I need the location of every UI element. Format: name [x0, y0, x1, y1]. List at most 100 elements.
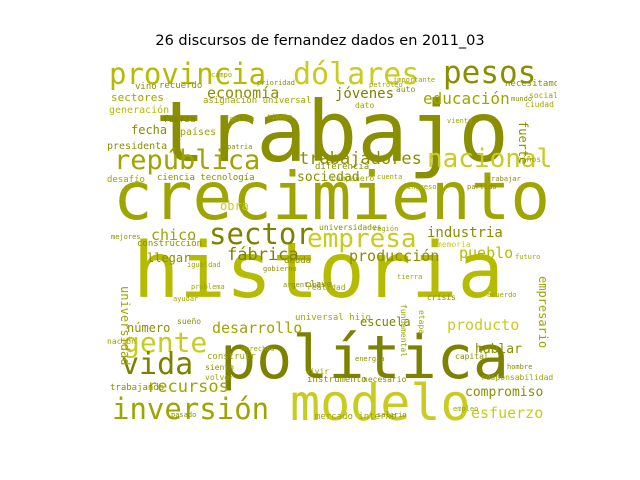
- word-59: importante: [393, 76, 436, 84]
- word-21: fábrica: [227, 245, 299, 265]
- word-87: problema: [191, 283, 225, 291]
- word-62: ciudad: [525, 100, 554, 109]
- word-97: mundo: [511, 95, 533, 103]
- word-39: sectores: [111, 91, 164, 104]
- word-25: producto: [447, 316, 520, 334]
- word-93: pasado: [171, 411, 197, 419]
- word-107: igualdad: [187, 261, 221, 269]
- word-83: vivir: [305, 367, 330, 376]
- word-41: países: [180, 127, 217, 138]
- word-95: energía: [355, 355, 385, 363]
- word-67: volver: [205, 373, 234, 382]
- word-94: derechos: [241, 345, 275, 353]
- word-103: acuerdo: [487, 291, 517, 299]
- word-11: sector: [209, 217, 314, 251]
- word-32: llegar: [147, 251, 191, 265]
- word-51: universal hijo: [295, 313, 371, 323]
- word-6: provincia: [109, 57, 267, 91]
- word-74: responsabilidad: [481, 373, 554, 382]
- word-89: futuro: [515, 253, 541, 261]
- word-100: salario: [377, 411, 407, 419]
- word-4: política: [220, 323, 509, 393]
- word-92: región: [373, 225, 399, 233]
- word-55: diferencia: [315, 162, 370, 172]
- page-title: 26 discursos de fernandez dados en 2011_…: [155, 33, 485, 49]
- word-2: crecimiento: [113, 158, 551, 235]
- word-71: realidad: [307, 283, 346, 292]
- word-16: trabajadores: [299, 149, 422, 169]
- word-78: nación: [107, 337, 136, 346]
- word-73: capital: [455, 352, 489, 361]
- word-43: asignación universal: [203, 96, 312, 106]
- word-101: familia: [225, 115, 255, 123]
- word-69: crisis: [427, 293, 456, 302]
- word-5: modelo: [290, 374, 471, 432]
- word-65: social: [529, 91, 557, 100]
- word-72: fundamental: [399, 304, 408, 357]
- word-27: recursos: [147, 377, 229, 397]
- word-37: número: [127, 321, 171, 335]
- word-45: generación: [109, 105, 170, 116]
- word-18: economía: [207, 84, 280, 102]
- word-105: petróleo: [369, 81, 403, 89]
- word-66: niños: [517, 155, 542, 164]
- word-15: vida: [121, 347, 194, 382]
- word-104: prioridad: [257, 79, 295, 87]
- word-9: república: [114, 145, 261, 176]
- word-53: instrumento: [307, 375, 367, 385]
- word-12: empresa: [307, 224, 417, 254]
- word-63: dato: [355, 101, 375, 110]
- word-82: hombre: [507, 363, 533, 371]
- word-3: historia: [133, 227, 504, 316]
- word-29: sociedad: [297, 170, 360, 185]
- word-46: fuerza: [163, 115, 196, 125]
- word-68: compañero: [331, 174, 375, 183]
- word-22: producción: [349, 247, 440, 265]
- word-54: necesitamos: [505, 79, 557, 89]
- word-49: deuda: [284, 256, 312, 266]
- word-60: recuerdo: [159, 81, 203, 91]
- word-81: siento: [205, 363, 234, 372]
- word-28: esfuerzo: [471, 404, 544, 422]
- word-10: nacional: [427, 144, 553, 174]
- word-19: jóvenes: [335, 86, 395, 102]
- word-52: mercado interno: [315, 412, 397, 422]
- word-48: construcción: [137, 239, 203, 249]
- word-56: universidades: [319, 223, 382, 232]
- word-42: ciencia tecnología: [157, 173, 255, 183]
- word-35: hablar: [475, 342, 522, 357]
- word-17: educación: [423, 89, 510, 108]
- word-96: ayudar: [173, 295, 199, 303]
- word-106: patria: [227, 143, 253, 151]
- word-80: partido: [467, 183, 497, 191]
- word-88: gobierno: [263, 265, 297, 273]
- word-31: obra: [220, 199, 249, 213]
- word-98: tiempo: [267, 113, 293, 121]
- word-102: argentinos: [283, 281, 326, 289]
- word-99: empleo: [453, 405, 479, 413]
- word-91: campo: [211, 71, 233, 79]
- word-20: industria: [427, 225, 503, 241]
- word-26: compromiso: [465, 385, 544, 400]
- word-8: pesos: [443, 56, 537, 91]
- word-76: construir: [207, 352, 256, 362]
- word-24: desarrollo: [212, 319, 303, 337]
- word-90: trabajar: [487, 175, 521, 183]
- word-cloud: trabajo crecimiento historia política modelo…: [107, 56, 557, 432]
- word-14: gente: [123, 326, 208, 359]
- word-7: dólares: [293, 57, 420, 92]
- word-108: ingreso: [407, 183, 437, 191]
- word-86: cuenta: [377, 173, 403, 181]
- word-85: mejores: [111, 233, 141, 241]
- word-1: trabajo: [155, 83, 510, 181]
- word-58: trabajando: [110, 383, 165, 393]
- word-13: inversión: [112, 392, 270, 426]
- word-57: memoria: [437, 240, 471, 249]
- word-61: vino: [135, 82, 157, 92]
- word-34: empresario: [536, 276, 550, 349]
- word-23: pueblo: [459, 244, 514, 262]
- word-77: sueño: [177, 317, 202, 326]
- word-70: etapa: [417, 310, 426, 335]
- word-36: escuela: [360, 315, 411, 329]
- word-44: presidenta: [107, 141, 168, 152]
